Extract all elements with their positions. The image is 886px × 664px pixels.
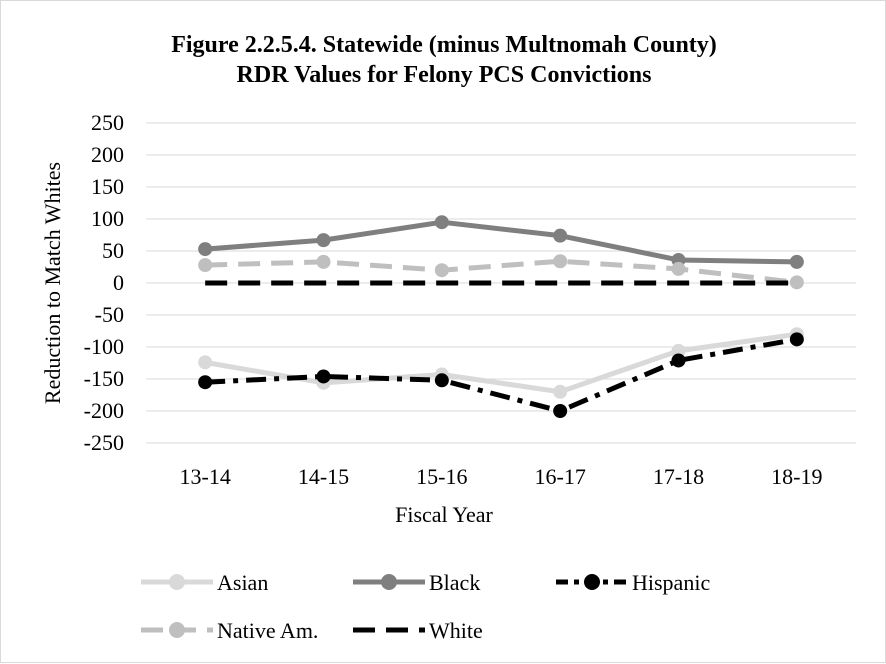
y-tick-label: 0	[113, 270, 124, 295]
y-tick-label: 50	[102, 238, 124, 263]
y-tick-label: 250	[91, 110, 124, 135]
x-axis-ticks: 13-14 14-15 15-16 16-17 17-18 18-19	[180, 464, 823, 489]
gridlines	[146, 122, 856, 444]
data-point	[316, 233, 331, 248]
legend-marker	[169, 622, 185, 638]
x-tick-label: 17-18	[653, 464, 704, 489]
data-point	[553, 404, 568, 418]
data-point	[198, 242, 213, 257]
legend-marker	[381, 574, 397, 590]
legend-item: White	[353, 618, 483, 643]
data-point	[434, 373, 449, 388]
legend-marker	[584, 574, 600, 590]
legend-label: Hispanic	[632, 570, 710, 595]
data-point	[198, 355, 213, 370]
y-tick-label: -150	[84, 366, 124, 391]
data-point	[789, 275, 804, 290]
legend-item: Black	[353, 570, 480, 595]
data-point	[671, 261, 686, 276]
series-line	[204, 219, 797, 265]
x-tick-label: 14-15	[298, 464, 349, 489]
legend-item: Asian	[141, 570, 268, 595]
legend-item: Native Am.	[141, 618, 318, 643]
legend-label: Black	[429, 570, 480, 595]
x-tick-label: 16-17	[535, 464, 586, 489]
x-tick-label: 18-19	[771, 464, 822, 489]
y-tick-label: -200	[84, 398, 124, 423]
chart-title-line-1: Figure 2.2.5.4. Statewide (minus Multnom…	[171, 32, 717, 58]
legend-label: Native Am.	[217, 618, 318, 643]
y-tick-label: -50	[95, 302, 124, 327]
series-line	[205, 258, 798, 285]
series-asian	[198, 327, 804, 399]
legend-item: Hispanic	[556, 570, 710, 595]
data-point	[789, 254, 804, 269]
legend-label: White	[429, 618, 483, 643]
data-point	[553, 384, 568, 399]
y-axis-ticks: 250 200 150 100 50 0 -50 -100 -150 -200 -250	[84, 110, 124, 455]
chart-title: Figure 2.2.5.4. Statewide (minus Multnom…	[171, 32, 717, 88]
y-tick-label: -250	[84, 430, 124, 455]
x-tick-label: 13-14	[180, 464, 231, 489]
series-hispanic	[198, 332, 804, 418]
series-native-am	[198, 254, 804, 290]
data-point	[434, 263, 449, 278]
data-point	[434, 215, 449, 230]
legend: Asian Black Hispanic Native Am. White	[141, 570, 710, 643]
series-line	[205, 336, 798, 414]
data-point	[316, 369, 331, 384]
data-point	[198, 375, 213, 390]
y-tick-label: 150	[91, 174, 124, 199]
legend-label: Asian	[217, 570, 268, 595]
y-tick-label: 100	[91, 206, 124, 231]
data-point	[671, 343, 686, 358]
x-axis-title: Fiscal Year	[395, 502, 493, 527]
y-tick-label: 200	[91, 142, 124, 167]
chart-title-line-2: RDR Values for Felony PCS Convictions	[237, 62, 652, 88]
series-black	[198, 215, 804, 269]
y-axis-title: Reduction to Match Whites	[40, 162, 65, 404]
data-point	[553, 254, 568, 269]
data-point	[671, 353, 686, 368]
data-point	[198, 258, 213, 273]
y-tick-label: -100	[84, 334, 124, 359]
series-layer	[198, 215, 804, 418]
data-point	[553, 228, 568, 243]
x-tick-label: 15-16	[416, 464, 467, 489]
data-point	[316, 254, 331, 269]
legend-marker	[169, 574, 185, 590]
series-line	[204, 331, 798, 395]
data-point	[789, 332, 804, 347]
